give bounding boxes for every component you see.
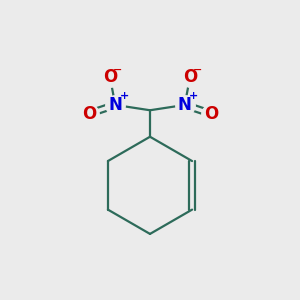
- Text: O: O: [204, 105, 218, 123]
- Text: +: +: [119, 91, 129, 101]
- Text: O: O: [183, 68, 197, 86]
- Text: O: O: [82, 105, 96, 123]
- Text: N: N: [178, 96, 192, 114]
- Text: O: O: [103, 68, 117, 86]
- Text: −: −: [193, 64, 202, 75]
- Text: −: −: [112, 64, 122, 75]
- Text: N: N: [108, 96, 122, 114]
- Text: +: +: [189, 91, 198, 101]
